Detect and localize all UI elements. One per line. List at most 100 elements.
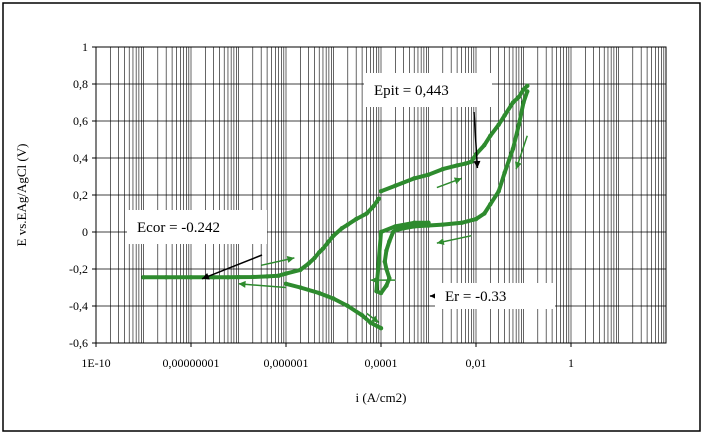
data-point — [384, 266, 389, 272]
forward-arrow-head — [238, 280, 246, 288]
data-point — [401, 226, 406, 231]
x-tick-label: 1E-10 — [81, 356, 110, 370]
x-tick-label: 1 — [568, 356, 574, 370]
data-point — [331, 296, 336, 301]
data-point — [378, 326, 384, 331]
data-point — [378, 290, 384, 296]
data-point — [298, 267, 303, 273]
annotation-label: Epit = 0,443 — [374, 83, 449, 99]
data-point — [236, 274, 241, 280]
annotation-pointer-head — [201, 272, 210, 280]
reverse-arrow-head — [370, 276, 378, 284]
y-axis-label: E vs.EAg/AgCl (V) — [14, 144, 29, 247]
data-point — [141, 275, 146, 280]
data-point — [378, 189, 384, 194]
annotation-label: Ecor = -0.242 — [137, 220, 220, 236]
data-point — [390, 229, 396, 235]
data-point — [510, 100, 516, 105]
y-tick-label: 0,8 — [73, 77, 88, 91]
annotation-pointer — [473, 111, 479, 169]
data-point — [312, 255, 317, 261]
annotation-box — [127, 210, 267, 244]
data-point — [510, 146, 516, 151]
data-point — [374, 289, 379, 294]
data-point — [502, 113, 507, 118]
data-point — [488, 133, 493, 138]
data-point — [326, 239, 332, 244]
data-point — [378, 229, 384, 235]
y-tick-label: 1 — [82, 40, 88, 54]
data-point — [250, 274, 255, 280]
data-point — [412, 220, 417, 225]
data-point — [440, 222, 445, 227]
data-point — [454, 163, 460, 168]
y-tick-label: 0,2 — [73, 188, 88, 202]
data-point — [496, 122, 501, 127]
reverse-arrow-head — [436, 238, 445, 246]
x-axis-label: i (A/cm2) — [356, 390, 407, 405]
y-tick-label: -0,6 — [69, 336, 88, 350]
x-tick-label: 0,0001 — [365, 356, 398, 370]
data-point — [440, 166, 445, 172]
data-point — [521, 100, 526, 105]
forward-arrow-head — [453, 177, 462, 185]
data-point — [473, 216, 479, 222]
annotation-label: Er = -0.33 — [445, 289, 506, 305]
data-point — [496, 189, 501, 194]
data-point — [353, 216, 359, 222]
x-tick-labels: 1E-10 0,00000001 0,000001 0,0001 0,01 1 — [81, 343, 574, 370]
data-point — [525, 89, 530, 94]
annotation-pointer — [201, 254, 263, 280]
data-point — [387, 276, 392, 281]
x-tick-label: 0,000001 — [264, 356, 309, 370]
data-point — [426, 172, 431, 177]
data-point — [412, 224, 417, 229]
data-point — [345, 303, 350, 309]
direction-arrows — [201, 111, 528, 324]
data-point — [163, 275, 169, 280]
y-tick-label: 0,4 — [73, 151, 88, 165]
data-point — [331, 233, 336, 238]
data-point — [283, 281, 289, 286]
y-tick-label: -0,2 — [69, 262, 88, 276]
annotation-box — [364, 73, 492, 107]
data-point — [371, 203, 376, 209]
data-point — [225, 275, 231, 280]
x-tick-label: 0,00000001 — [163, 356, 220, 370]
annotation-pointer-head — [473, 160, 481, 169]
data-point — [188, 275, 194, 280]
y-tick-label: -0,4 — [69, 299, 88, 313]
data-point — [412, 176, 417, 181]
data-point — [482, 211, 487, 216]
data-point — [317, 290, 322, 296]
data-point — [376, 196, 382, 201]
y-tick-label: 0 — [82, 225, 88, 239]
data-point — [211, 275, 216, 280]
forward-arrow-head — [286, 256, 295, 263]
data-point — [502, 170, 507, 175]
data-point — [317, 250, 322, 255]
data-point — [298, 285, 303, 290]
data-point — [264, 274, 270, 279]
reverse-arrow-head — [371, 315, 379, 323]
x-tick-label: 0,01 — [466, 356, 487, 370]
annotations: Epit = 0,443 Ecor = -0.242 Er = -0.33 — [127, 73, 555, 309]
data-point — [516, 94, 522, 100]
data-point — [516, 122, 522, 127]
data-point — [426, 220, 431, 225]
data-point — [384, 248, 389, 253]
data-point — [368, 320, 373, 325]
data-point — [359, 313, 365, 318]
data-point — [339, 226, 345, 231]
forward-arrow — [238, 283, 287, 289]
annotation-box — [435, 283, 555, 309]
data-point — [276, 273, 281, 278]
data-point — [482, 142, 487, 148]
data-point — [393, 224, 398, 229]
data-series — [141, 83, 530, 331]
data-point — [283, 271, 289, 276]
data-point — [306, 261, 311, 266]
data-point — [525, 83, 530, 89]
data-point — [463, 161, 468, 166]
